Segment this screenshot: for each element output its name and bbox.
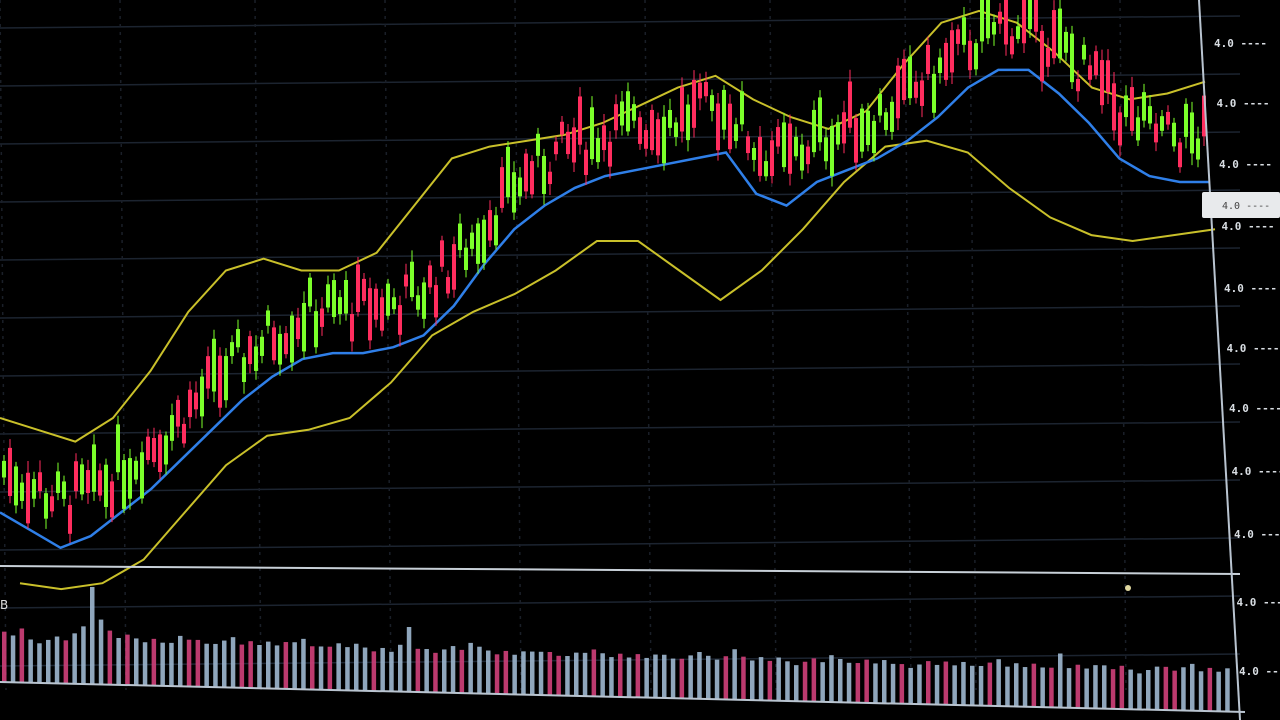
price-axis-label: 4.0 ---- <box>1224 282 1277 295</box>
price-axis-label: 4.0 ---- <box>1222 220 1275 233</box>
crosshair-horizontal-line <box>0 565 1241 575</box>
price-axis-label: 4.0 ---- <box>1214 37 1267 50</box>
price-axis-label: 4.0 ---- <box>1227 342 1280 355</box>
moving-average-line <box>0 68 1210 550</box>
price-axis-label: 4.0 ---- <box>1237 596 1280 609</box>
current-price-tag-text: 4.0 ---- <box>1222 201 1270 212</box>
price-axis-label: 4.0 ---- <box>1229 402 1280 415</box>
bollinger-lower-band <box>19 139 1216 591</box>
volume-histogram <box>2 586 1230 712</box>
price-axis-label: 4.0 ---- <box>1239 665 1280 678</box>
price-axis-label: 4.0 ---- <box>1232 465 1280 478</box>
candlestick-series <box>2 0 1206 543</box>
price-axis-label: 4.0 ---- <box>1234 528 1280 541</box>
price-axis[interactable]: 4.0 ---- 4.0 ---- 4.0 ---- 4.0 ---- 4.0 ----… <box>1214 37 1280 678</box>
price-axis-label: 4.0 ---- <box>1219 158 1272 171</box>
cursor-marker <box>1125 585 1131 591</box>
current-price-tag: 4.0 ---- <box>1202 192 1280 218</box>
price-axis-line[interactable] <box>1198 0 1241 720</box>
volume-baseline <box>0 681 1246 713</box>
price-axis-label: 4.0 ---- <box>1217 97 1270 110</box>
pane-label: B <box>0 598 8 612</box>
